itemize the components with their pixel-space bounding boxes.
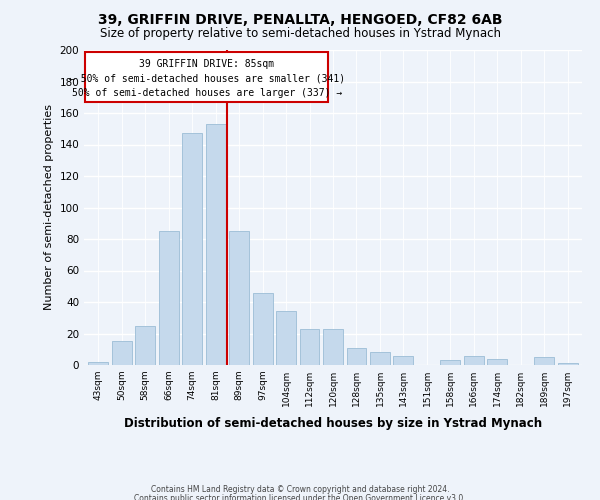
X-axis label: Distribution of semi-detached houses by size in Ystrad Mynach: Distribution of semi-detached houses by … xyxy=(124,418,542,430)
Y-axis label: Number of semi-detached properties: Number of semi-detached properties xyxy=(44,104,54,310)
Text: Contains public sector information licensed under the Open Government Licence v3: Contains public sector information licen… xyxy=(134,494,466,500)
Text: 50% of semi-detached houses are larger (337) →: 50% of semi-detached houses are larger (… xyxy=(71,88,342,98)
Bar xyxy=(299,329,319,365)
Text: 39 GRIFFIN DRIVE: 85sqm: 39 GRIFFIN DRIVE: 85sqm xyxy=(139,60,274,70)
Text: 39, GRIFFIN DRIVE, PENALLTA, HENGOED, CF82 6AB: 39, GRIFFIN DRIVE, PENALLTA, HENGOED, CF… xyxy=(98,12,502,26)
Bar xyxy=(535,357,554,365)
Bar xyxy=(323,329,343,365)
Bar xyxy=(88,362,108,365)
Bar xyxy=(347,348,367,365)
Bar xyxy=(464,356,484,365)
Text: Size of property relative to semi-detached houses in Ystrad Mynach: Size of property relative to semi-detach… xyxy=(100,28,500,40)
Bar xyxy=(487,358,508,365)
Bar xyxy=(182,134,202,365)
Bar xyxy=(276,312,296,365)
Bar xyxy=(394,356,413,365)
Text: Contains HM Land Registry data © Crown copyright and database right 2024.: Contains HM Land Registry data © Crown c… xyxy=(151,485,449,494)
Bar xyxy=(370,352,390,365)
Bar xyxy=(135,326,155,365)
Bar xyxy=(229,231,249,365)
Bar xyxy=(253,292,272,365)
Bar xyxy=(440,360,460,365)
Bar xyxy=(158,231,179,365)
FancyBboxPatch shape xyxy=(85,52,328,102)
Bar xyxy=(112,342,131,365)
Bar xyxy=(206,124,226,365)
Text: ← 50% of semi-detached houses are smaller (341): ← 50% of semi-detached houses are smalle… xyxy=(68,74,345,84)
Bar xyxy=(558,364,578,365)
